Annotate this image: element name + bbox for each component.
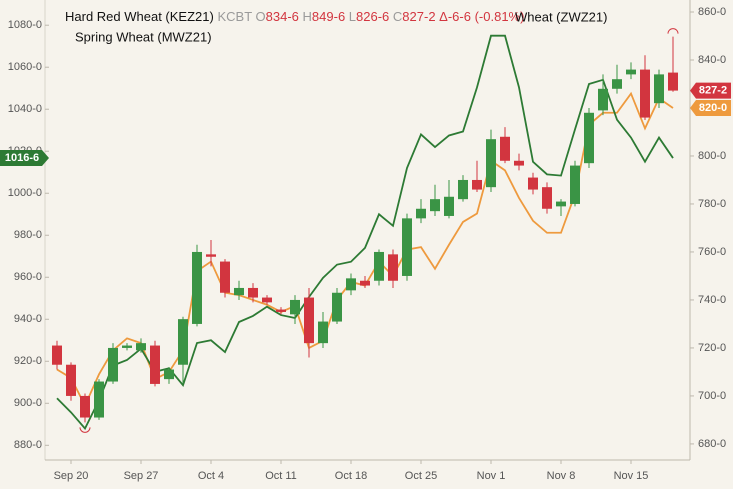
candle-body [584,112,594,164]
y-tick-label: 1040-0 [8,103,42,115]
y-tick-label: 880-0 [14,439,42,451]
x-tick-label: Sep 20 [54,470,89,482]
candle-body [52,345,62,365]
candle-body [472,179,482,190]
candle-body [108,347,118,382]
candle-body [178,319,188,365]
candle-body [80,395,90,418]
x-tick-label: Nov 15 [614,470,649,482]
legend-series-name: Hard Red Wheat (KEZ21) [65,9,214,24]
candle-body [556,201,566,207]
legend-entry: Spring Wheat (MWZ21) [75,29,212,44]
candle-body [220,261,230,293]
x-tick-label: Sep 27 [124,470,159,482]
candle-body [612,79,622,89]
candle-body [136,343,146,351]
candle-body [66,364,76,396]
y2-tick-label: 800-0 [698,150,726,162]
high-marker [667,28,679,34]
y2-tick-label: 760-0 [698,246,726,258]
y-tick-label: 900-0 [14,397,42,409]
candle-body [248,287,258,298]
change: Δ-6-6 (-0.81%) [439,9,524,24]
candle-body [416,208,426,219]
candle-body [318,321,328,344]
candle-body [290,299,300,315]
candle-body [528,177,538,190]
candle-body [150,345,160,384]
x-tick-label: Nov 1 [477,470,506,482]
value-flag [0,150,49,167]
legend-entry: Wheat (ZWZ21) [515,9,607,24]
candle-body [234,287,244,296]
value-flag [690,82,731,99]
x-tick-label: Oct 25 [405,470,437,482]
y2-tick-label: 680-0 [698,438,726,450]
candle-body [626,69,636,75]
ohlc-value: 826-6 [356,9,389,24]
candle-body [542,187,552,209]
ohlc-value: 849-6 [312,9,345,24]
y-tick-label: 940-0 [14,313,42,325]
candle-body [668,72,678,91]
candle-body [122,345,132,348]
ohlc-key: C [393,9,402,24]
candle-body [276,309,286,312]
candle-body [570,165,580,204]
candle-body [262,297,272,303]
candle-body [500,136,510,161]
candle-body [374,251,384,281]
candle-body [94,381,104,418]
y2-tick-label: 840-0 [698,54,726,66]
candle-body [360,280,370,286]
legend-line-1: Hard Red Wheat (KEZ21) KCBT O834-6 H849-… [65,9,524,24]
y-tick-label: 1060-0 [8,61,42,73]
candle-body [640,69,650,118]
axes: 880-0900-0920-0940-0960-0980-01000-01020… [0,6,731,482]
candle-body [206,254,216,257]
candle-body [444,196,454,216]
y2-tick-label: 700-0 [698,390,726,402]
candle-body [458,179,468,200]
exchange: KCBT [217,9,252,24]
value-flag [690,99,731,116]
y2-tick-label: 860-0 [698,6,726,18]
x-tick-label: Oct 11 [265,470,297,482]
candle-body [192,251,202,324]
low-marker [79,427,91,433]
candle-body [402,218,412,276]
value-flag-label: 1016-6 [5,152,39,164]
candle-body [654,74,664,104]
y2-tick-label: 720-0 [698,342,726,354]
x-tick-label: Nov 8 [547,470,576,482]
y-tick-label: 980-0 [14,229,42,241]
y-tick-label: 1080-0 [8,19,42,31]
candle-body [388,254,398,281]
x-tick-label: Oct 4 [198,470,224,482]
value-flag-label: 820-0 [699,102,727,114]
ohlc-key: H [303,9,312,24]
ohlc-value: 827-2 [402,9,435,24]
y-tick-label: 960-0 [14,271,42,283]
candle-body [514,160,524,166]
y2-tick-label: 740-0 [698,294,726,306]
candle-body [486,139,496,188]
candle-body [430,199,440,212]
value-flag-label: 827-2 [699,84,727,96]
y-tick-label: 1000-0 [8,187,42,199]
candle-body [304,297,314,344]
y-tick-label: 920-0 [14,355,42,367]
candle-body [164,369,174,380]
ohlc-key: L [349,9,356,24]
candle-body [346,278,356,291]
candle-body [332,292,342,322]
plot-area [52,28,679,433]
candle-body [598,88,608,111]
y2-tick-label: 780-0 [698,198,726,210]
ohlc-value: 834-6 [266,9,299,24]
ohlc-key: O [256,9,266,24]
x-tick-label: Oct 18 [335,470,367,482]
